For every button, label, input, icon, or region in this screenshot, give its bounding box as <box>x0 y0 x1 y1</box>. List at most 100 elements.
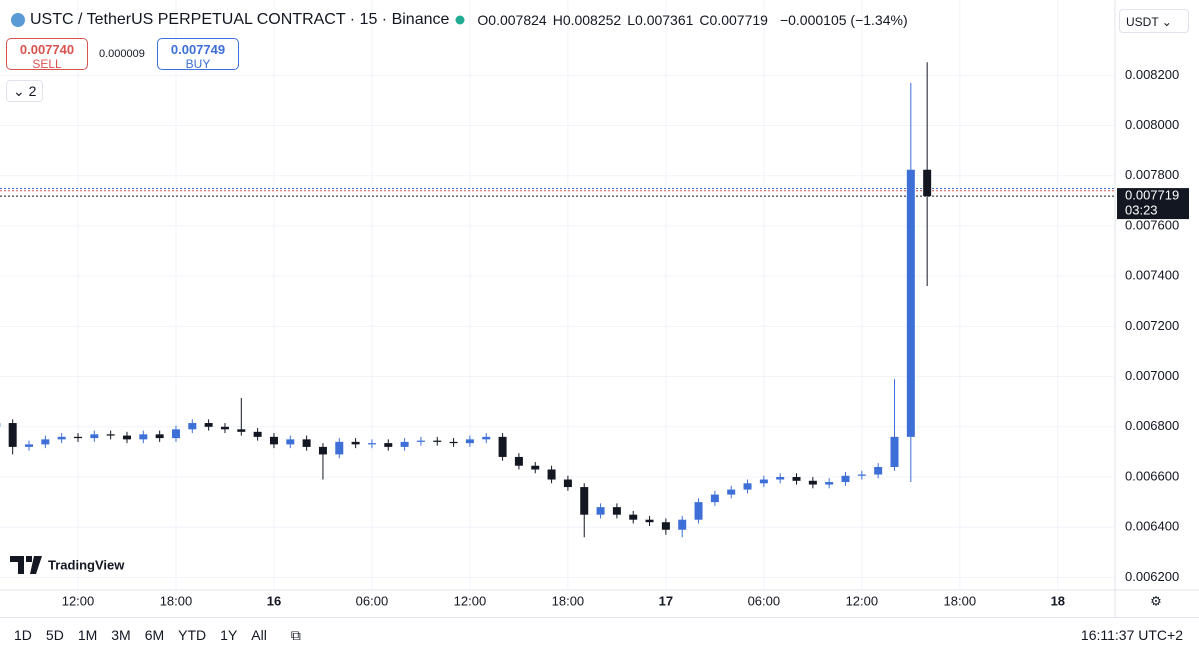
sell-button[interactable]: 0.007740 SELL <box>6 38 88 71</box>
candle-body <box>825 482 834 485</box>
range-button[interactable]: All <box>251 627 267 643</box>
candle-body <box>759 479 768 484</box>
indicators-toggle[interactable]: ⌄ 2 <box>6 80 44 102</box>
candle-body <box>890 436 899 467</box>
watermark-text: TradingView <box>48 557 125 572</box>
candle-body <box>433 440 442 442</box>
candle-body <box>612 507 621 515</box>
y-tick-label: 0.006400 <box>1125 519 1179 534</box>
range-button[interactable]: 1D <box>14 627 32 643</box>
candle-body <box>90 434 99 439</box>
sell-label: SELL <box>32 57 62 71</box>
candle-body <box>400 441 409 447</box>
ohlc-value: 0.007361 <box>635 12 694 28</box>
symbol-title: USTC / TetherUS PERPETUAL CONTRACT · 15 … <box>30 11 450 28</box>
candle-body <box>857 474 866 476</box>
candle-body <box>694 502 703 520</box>
ohlc-value: 0.007719 <box>709 12 768 28</box>
candle-body <box>808 480 817 485</box>
candle-body <box>906 169 915 437</box>
x-tick-label: 17 <box>659 593 673 608</box>
candle-body <box>776 477 785 480</box>
candle-body <box>57 436 66 440</box>
candle-body <box>482 436 491 440</box>
ohlc-key: H <box>552 12 563 28</box>
spread: 0.000009 <box>99 48 145 60</box>
range-button[interactable]: 3M <box>111 627 131 643</box>
y-tick-label: 0.007400 <box>1125 268 1179 283</box>
settings-icon: ⚙ <box>1150 593 1162 608</box>
candle-body <box>188 423 197 430</box>
x-tick-label: 12:00 <box>62 593 95 608</box>
ohlc-item: H0.008252 <box>553 12 622 28</box>
range-button[interactable]: 6M <box>144 627 165 643</box>
candle-body <box>629 514 638 520</box>
y-tick-label: 0.007800 <box>1125 167 1179 182</box>
ohlc-value: 0.008252 <box>562 12 622 28</box>
candle-body <box>727 489 736 495</box>
ohlc-key: L <box>627 12 636 28</box>
ohlc-item: L0.007361 <box>627 12 693 28</box>
y-tick-label: 0.006800 <box>1125 418 1179 433</box>
candle-body <box>351 441 360 445</box>
x-tick-label: 18 <box>1051 593 1065 608</box>
candle-body <box>743 483 752 490</box>
buy-label: BUY <box>185 57 211 71</box>
candle-body <box>531 465 540 470</box>
x-tick-label: 16 <box>267 593 281 608</box>
candle-body <box>563 479 572 488</box>
last-price-tag <box>1117 188 1189 220</box>
candle-body <box>874 466 883 475</box>
candle-body <box>286 439 295 445</box>
x-tick-label: 06:00 <box>748 593 781 608</box>
candle-body <box>106 434 115 436</box>
x-tick-label: 12:00 <box>454 593 487 608</box>
x-tick-label: 06:00 <box>356 593 389 608</box>
candle-body <box>74 436 82 439</box>
candle-body <box>335 441 344 455</box>
ohlc-item: C0.007719 <box>699 12 768 28</box>
candle-body <box>498 436 507 457</box>
candle-body <box>710 494 719 503</box>
currency-select[interactable]: USDT ⌄ <box>1119 9 1189 33</box>
range-button[interactable]: YTD <box>178 627 207 643</box>
status-dot <box>455 15 465 25</box>
x-tick-label: 18:00 <box>160 593 193 608</box>
y-tick-label: 0.007600 <box>1125 217 1179 232</box>
ohlc-item: O0.007824 <box>477 12 546 28</box>
watermark: TradingView <box>10 556 125 574</box>
candle-body <box>122 435 131 440</box>
buy-button[interactable]: 0.007749 BUY <box>157 38 239 71</box>
candle-body <box>25 444 34 447</box>
candle-body <box>449 441 458 444</box>
x-tick-label: 18:00 <box>552 593 585 608</box>
y-tick-label: 0.006200 <box>1125 569 1179 584</box>
y-tick-label: 0.006600 <box>1125 468 1179 483</box>
date-range-icon[interactable]: ⧉ <box>290 626 301 643</box>
buy-price: 0.007749 <box>170 42 226 57</box>
range-button[interactable]: 5D <box>45 627 64 643</box>
ohlc: O0.007824 H0.008252 L0.007361 C0.007719 <box>477 12 774 28</box>
ohlc-key: C <box>699 12 710 28</box>
ohlc-key: O <box>477 12 489 28</box>
candle-body <box>661 522 670 530</box>
candle-body <box>596 507 605 515</box>
clock: 16:11:37 UTC+2 <box>1080 627 1183 643</box>
candle-body <box>923 169 932 197</box>
range-button[interactable]: 1M <box>77 627 98 643</box>
candle-body <box>8 423 17 447</box>
symbol-icon <box>11 13 25 27</box>
toolbar: 1D 5D 1M 3M 6M YTD 1Y All ⧉ 16:11:37 UTC+2 <box>0 617 1199 652</box>
last-price-label: 0.007719 <box>1125 188 1179 203</box>
countdown: 03:23 <box>1125 203 1158 218</box>
y-tick-label: 0.007000 <box>1125 368 1179 383</box>
y-tick-label: 0.008200 <box>1125 67 1179 82</box>
y-tick-label: 0.008000 <box>1125 117 1179 132</box>
candle-body <box>465 439 474 444</box>
candle-body <box>204 423 213 427</box>
range-button[interactable]: 1Y <box>220 627 238 643</box>
indicators-count: 2 <box>28 83 37 99</box>
x-tick-label: 12:00 <box>846 593 879 608</box>
candle-body <box>220 426 229 430</box>
